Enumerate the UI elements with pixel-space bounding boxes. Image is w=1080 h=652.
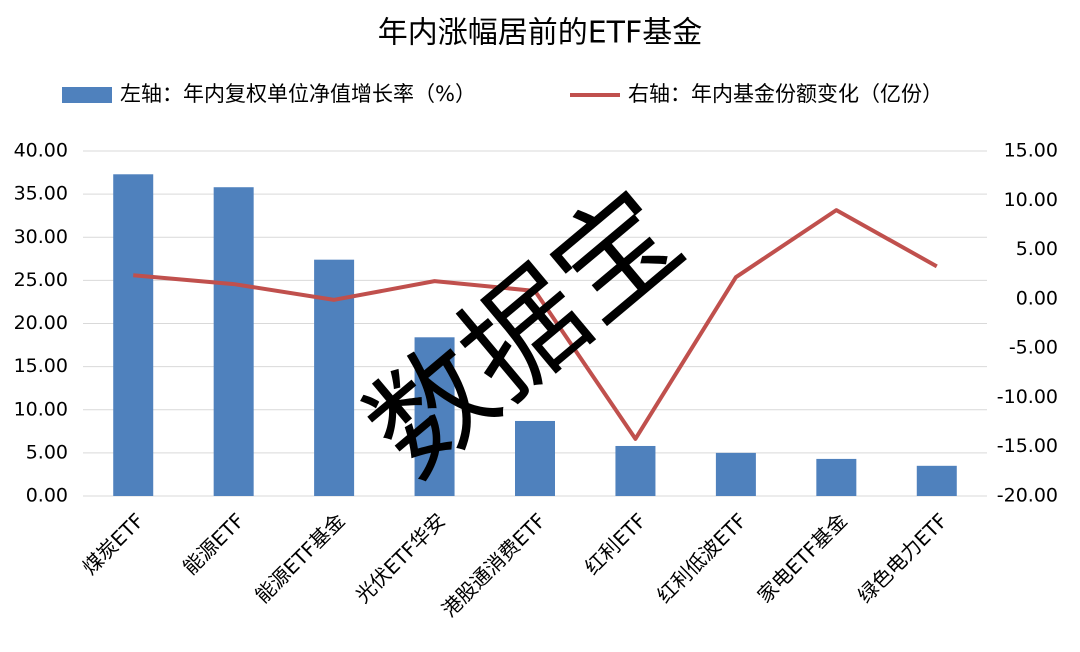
x-tick-label: 能源ETF	[178, 508, 249, 579]
y2-tick-label: 10.00	[1004, 189, 1058, 211]
x-tick-label: 家电ETF基金	[753, 508, 852, 607]
bar	[414, 337, 455, 496]
bar	[916, 465, 957, 496]
y-tick-label: 20.00	[14, 312, 68, 334]
legend-swatch	[62, 87, 112, 103]
bar	[515, 420, 555, 496]
x-tick-label: 红利低波ETF	[652, 508, 751, 607]
y-tick-label: 5.00	[26, 441, 68, 463]
x-tick-label: 绿色电力ETF	[853, 508, 952, 607]
bar	[314, 259, 355, 496]
y2-tick-label: 15.00	[1004, 140, 1058, 162]
y-tick-label: 15.00	[14, 355, 68, 377]
y-tick-label: 0.00	[26, 485, 68, 507]
chart-title: 年内涨幅居前的ETF基金	[378, 16, 703, 51]
x-tick-label: 红利ETF	[580, 508, 651, 579]
y2-tick-label: -10.00	[997, 386, 1058, 408]
y2-tick-label: 0.00	[1016, 287, 1058, 309]
y-tick-label: 30.00	[14, 226, 68, 248]
y2-tick-label: 5.00	[1016, 238, 1058, 260]
y2-tick-label: -15.00	[997, 435, 1058, 457]
x-tick-label: 煤炭ETF	[78, 508, 149, 579]
line	[133, 208, 938, 441]
bar	[715, 452, 756, 496]
y-tick-label: 40.00	[14, 140, 68, 162]
bar	[213, 187, 254, 496]
x-tick-label: 光伏ETF华安	[351, 508, 450, 607]
bar	[615, 445, 656, 496]
legend-label: 右轴：年内基金份额变化（亿份）	[628, 82, 943, 106]
x-tick-label: 港股通消费ETF	[437, 508, 550, 621]
bar	[816, 458, 857, 496]
y2-tick-label: -20.00	[997, 485, 1058, 507]
y-tick-label: 25.00	[14, 269, 68, 291]
y-tick-label: 10.00	[14, 398, 68, 420]
legend-label: 左轴：年内复权单位净值增长率（%）	[120, 82, 476, 106]
x-tick-label: 能源ETF基金	[250, 508, 349, 607]
y2-tick-label: -5.00	[1009, 337, 1058, 359]
bar	[113, 174, 154, 496]
y-tick-label: 35.00	[14, 183, 68, 205]
